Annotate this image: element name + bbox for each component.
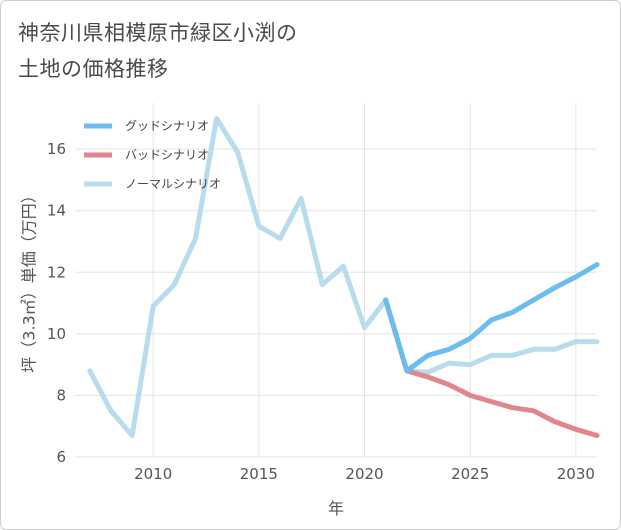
y-tick-label: 10	[47, 325, 66, 343]
legend-label: グッドシナリオ	[125, 119, 209, 133]
series-line-2	[87, 115, 600, 438]
y-tick-label: 8	[56, 386, 66, 404]
chart-title-line-1: 神奈川県相模原市緑区小渕の	[18, 21, 298, 45]
x-tick-label: 2030	[557, 465, 595, 483]
y-tick-label: 12	[47, 263, 66, 281]
x-tick-label: 2025	[451, 465, 489, 483]
series-lines	[87, 115, 600, 438]
chart-title: 神奈川県相模原市緑区小渕の 土地の価格推移	[18, 15, 298, 87]
x-tick-label: 2015	[240, 465, 278, 483]
y-tick-label: 6	[56, 448, 66, 466]
y-tick-label: 16	[47, 140, 66, 158]
legend-label: ノーマルシナリオ	[125, 177, 221, 191]
legend-label: バッドシナリオ	[125, 148, 209, 162]
chart-title-line-2: 土地の価格推移	[18, 57, 169, 81]
x-axis-label: 年	[328, 499, 344, 518]
x-tick-label: 2020	[345, 465, 383, 483]
x-tick-label: 2010	[134, 465, 172, 483]
tick-labels: 6 8 10 12 14 16 2010 2015 2020 2025 2030	[47, 140, 595, 483]
y-tick-label: 14	[47, 202, 66, 220]
series-line-1	[383, 297, 600, 438]
y-axis-label: 坪（3.3㎡）単価（万円）	[20, 187, 39, 372]
series-line-0	[383, 262, 600, 374]
